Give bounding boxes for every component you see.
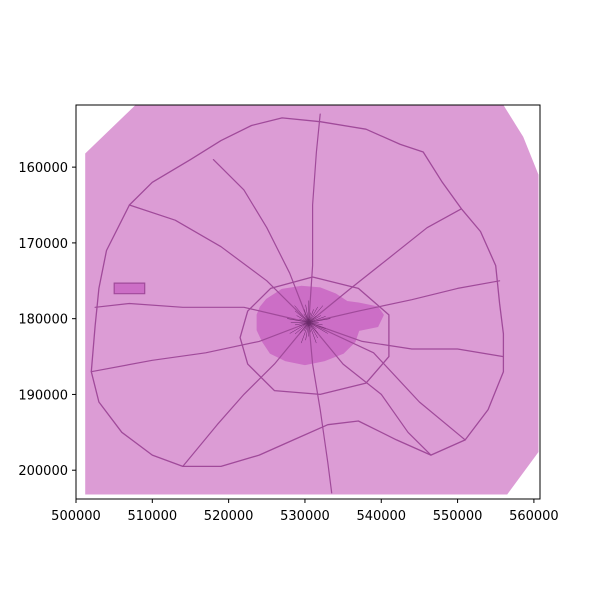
x-tick-label: 520000 <box>204 509 254 524</box>
inner-ring-road <box>239 276 390 396</box>
radial-road-3 <box>308 208 462 324</box>
urban-core-polygon <box>256 285 384 366</box>
x-tick-label: 560000 <box>509 509 559 524</box>
y-tick-label: 160000 <box>18 161 68 176</box>
radial-road-2 <box>308 113 321 324</box>
x-tick-label: 510000 <box>127 509 177 524</box>
radial-road-12 <box>308 321 466 441</box>
radial-road-7 <box>308 321 333 494</box>
x-tick-label: 500000 <box>51 509 101 524</box>
central-street-network <box>287 300 331 344</box>
radial-road-11 <box>128 204 310 324</box>
y-axis: 160000 170000 180000 190000 200000 <box>18 161 76 479</box>
radial-road-8 <box>182 321 310 467</box>
radial-road-1 <box>212 159 310 324</box>
radial-road-10 <box>94 302 310 324</box>
x-axis: 500000 510000 520000 530000 540000 550000 5600… <box>51 499 559 524</box>
y-tick-label: 180000 <box>18 313 68 328</box>
y-tick-label: 170000 <box>18 237 68 252</box>
x-tick-label: 540000 <box>356 509 406 524</box>
radial-road-9 <box>90 321 310 373</box>
map-layers <box>85 105 539 495</box>
axes-frame <box>75 104 541 500</box>
x-tick-label: 550000 <box>433 509 483 524</box>
y-tick-label: 200000 <box>18 464 68 479</box>
airport-polygon <box>113 282 146 295</box>
radial-road-4 <box>308 280 501 324</box>
orbital-ring-road <box>90 117 505 468</box>
radial-road-5 <box>308 321 504 358</box>
radial-road-6 <box>308 321 432 456</box>
y-tick-label: 190000 <box>18 388 68 403</box>
x-tick-label: 530000 <box>280 509 330 524</box>
